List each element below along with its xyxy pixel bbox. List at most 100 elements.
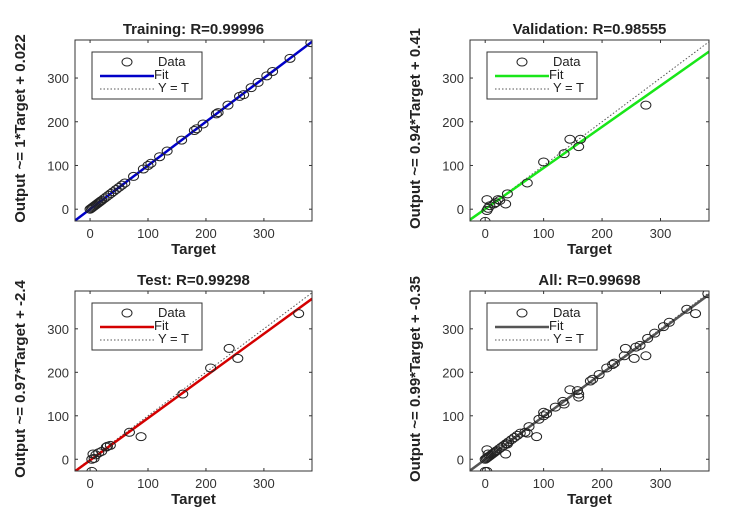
data-point [305, 40, 312, 48]
data-point [640, 351, 652, 361]
data-point [558, 399, 570, 409]
data-point [481, 445, 493, 455]
data-point [119, 178, 131, 188]
data-point [521, 178, 533, 188]
data-point [154, 152, 166, 162]
x-axis-label: Target [567, 491, 612, 508]
data-point [252, 77, 264, 87]
data-point [142, 160, 154, 170]
y-tick-label: 100 [442, 158, 464, 173]
y-axis-label: Output ~= 1*Target + 0.022 [12, 34, 29, 223]
x-axis-label: Target [567, 241, 612, 258]
y-tick-label: 300 [47, 322, 69, 337]
x-tick-label: 0 [482, 226, 489, 241]
data-point [593, 369, 605, 379]
subplot-0: 0 100 200 300 0 100 200 300 Training: R=0.99996 T… [12, 21, 313, 258]
data-point [634, 340, 646, 350]
data-point [116, 180, 128, 190]
data-point [500, 199, 512, 209]
x-tick-label: 300 [650, 476, 672, 491]
data-point [197, 119, 209, 129]
subplot-title: Training: R=0.99996 [123, 21, 264, 38]
x-tick-label: 300 [650, 226, 672, 241]
data-point [145, 158, 157, 168]
legend-data-marker [121, 57, 133, 67]
y-tick-label: 0 [457, 452, 464, 467]
x-tick-label: 100 [137, 226, 159, 241]
data-point [521, 428, 533, 438]
x-tick-label: 0 [86, 226, 93, 241]
data-point [161, 146, 173, 156]
legend-fit-label: Fit [549, 318, 564, 333]
data-point [210, 109, 222, 119]
data-point [531, 432, 543, 442]
data-point [558, 149, 570, 159]
data-point [177, 389, 189, 399]
subplot-title: Validation: R=0.98555 [513, 21, 667, 38]
legend-identity-label: Y = T [553, 331, 584, 346]
data-point [238, 90, 250, 100]
data-point [501, 189, 513, 199]
data-point [681, 304, 693, 314]
subplot-2: 0 100 200 300 0 100 200 300 Test: R=0.99298 Targe… [12, 272, 313, 508]
data-point [123, 427, 135, 437]
data-point [222, 100, 234, 110]
x-tick-label: 300 [253, 476, 275, 491]
data-point [514, 428, 526, 438]
x-tick-label: 100 [533, 476, 555, 491]
data-point [663, 317, 675, 327]
y-tick-label: 100 [442, 409, 464, 424]
data-point [176, 135, 188, 145]
y-tick-label: 0 [457, 202, 464, 217]
fit-line [470, 50, 709, 221]
y-tick-label: 200 [442, 365, 464, 380]
data-point [500, 449, 512, 459]
data-point [104, 440, 116, 450]
plot-content [470, 41, 709, 221]
y-tick-label: 200 [47, 365, 69, 380]
data-point [573, 392, 585, 402]
legend-data-marker [516, 57, 528, 67]
subplot-3: 0 100 200 300 0 100 200 300 All: R=0.99698 Target… [407, 272, 710, 508]
data-point [541, 409, 553, 419]
y-tick-label: 0 [62, 452, 69, 467]
data-point [564, 385, 576, 395]
legend-data-label: Data [158, 305, 186, 320]
y-tick-label: 200 [442, 115, 464, 130]
legend-data-marker [516, 308, 528, 318]
axes-frame [74, 290, 313, 472]
y-tick-label: 100 [47, 158, 69, 173]
plot-content [470, 291, 709, 471]
data-point [481, 466, 493, 471]
plot-content [75, 40, 312, 221]
data-point [587, 374, 599, 384]
axes-frame [469, 39, 710, 222]
axes-frame [469, 290, 710, 472]
x-tick-label: 100 [533, 226, 555, 241]
data-point [584, 376, 596, 386]
data-point [574, 134, 586, 144]
data-point [293, 309, 305, 319]
data-point [649, 328, 661, 338]
data-point [128, 171, 140, 181]
data-point [702, 291, 709, 299]
y-axis-label: Output ~= 0.99*Target + -0.35 [407, 276, 424, 482]
legend-identity-label: Y = T [553, 80, 584, 95]
x-tick-label: 300 [253, 226, 275, 241]
x-tick-label: 200 [591, 476, 613, 491]
data-point [86, 466, 98, 471]
y-tick-label: 200 [47, 115, 69, 130]
x-tick-label: 100 [137, 476, 159, 491]
axes-frame [74, 39, 313, 222]
data-point [245, 83, 257, 93]
data-point [93, 448, 105, 458]
data-point [572, 386, 584, 396]
data-point [492, 195, 504, 205]
legend-fit-label: Fit [154, 67, 169, 82]
legend-data-label: Data [553, 305, 581, 320]
data-point [501, 439, 513, 449]
legend-identity-label: Y = T [158, 80, 189, 95]
